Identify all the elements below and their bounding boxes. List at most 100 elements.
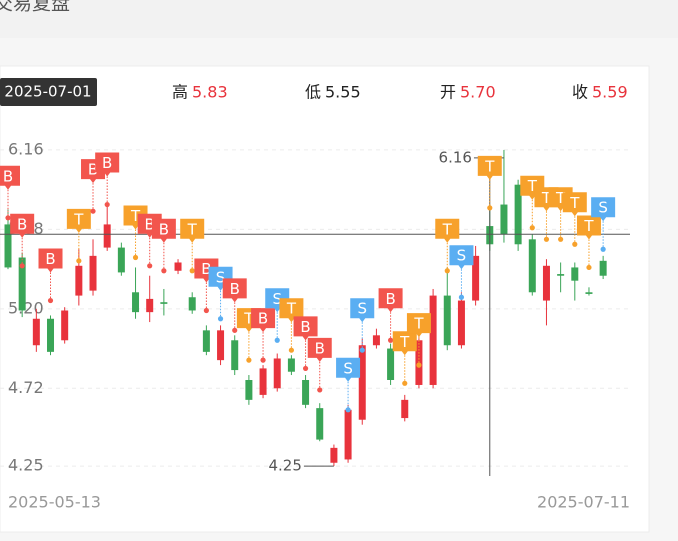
marker-dot bbox=[345, 407, 351, 413]
marker-badge bbox=[180, 218, 205, 243]
candle-body bbox=[429, 295, 437, 385]
marker-label: T bbox=[583, 217, 594, 235]
marker-dot bbox=[572, 241, 578, 247]
marker-badge bbox=[151, 218, 176, 243]
marker-badge bbox=[95, 152, 120, 177]
candle-body bbox=[202, 330, 210, 352]
candle-body bbox=[528, 239, 536, 293]
marker-dot bbox=[47, 297, 54, 304]
marker-badge bbox=[392, 331, 417, 356]
candle-body bbox=[103, 224, 111, 248]
marker-label: B bbox=[201, 260, 211, 278]
marker-label: T bbox=[413, 315, 424, 333]
marker-badge bbox=[293, 316, 318, 341]
header-label: 高 bbox=[172, 83, 188, 102]
candle-body bbox=[401, 399, 409, 419]
marker-label: T bbox=[399, 333, 410, 351]
marker-badge bbox=[66, 208, 91, 233]
marker-label: S bbox=[598, 199, 608, 217]
title-bar bbox=[0, 0, 678, 38]
marker-label: T bbox=[73, 210, 84, 228]
candle-body bbox=[146, 298, 154, 313]
candle-body bbox=[330, 447, 338, 463]
marker-dot bbox=[246, 357, 252, 363]
marker-dot bbox=[487, 205, 493, 211]
marker-badge bbox=[477, 155, 502, 180]
marker-label: B bbox=[3, 167, 13, 185]
candle-body bbox=[89, 255, 97, 291]
marker-dot bbox=[543, 236, 550, 242]
marker-dot bbox=[132, 254, 139, 261]
marker-dot bbox=[359, 347, 365, 353]
marker-badge bbox=[591, 197, 616, 222]
candle-body bbox=[47, 318, 55, 352]
marker-label: T bbox=[541, 189, 552, 207]
marker-dot bbox=[529, 225, 535, 231]
marker-badge bbox=[350, 298, 375, 323]
candle-body bbox=[174, 262, 182, 271]
marker-badge bbox=[251, 308, 276, 333]
x-tick-label: 2025-07-11 bbox=[537, 493, 630, 512]
candle-body bbox=[287, 358, 295, 372]
date-badge bbox=[0, 78, 97, 106]
marker-label: T bbox=[527, 177, 538, 195]
candle-body bbox=[514, 184, 522, 245]
marker-dot bbox=[444, 268, 450, 274]
marker-badge bbox=[222, 278, 247, 303]
marker-label: S bbox=[216, 268, 226, 286]
marker-label: B bbox=[300, 318, 310, 336]
y-tick-label: 4.72 bbox=[8, 378, 44, 397]
marker-dot bbox=[458, 294, 465, 300]
header-date: 2025-07-01 bbox=[4, 83, 91, 101]
candle-body bbox=[160, 302, 168, 304]
candle-body bbox=[457, 300, 465, 346]
marker-dot bbox=[5, 215, 11, 221]
marker-badge bbox=[38, 248, 63, 273]
marker-dot bbox=[288, 347, 294, 353]
marker-badge bbox=[378, 288, 403, 313]
marker-label: S bbox=[343, 359, 353, 377]
candle-body bbox=[259, 368, 267, 395]
candle-body bbox=[443, 295, 451, 346]
marker-dot bbox=[302, 365, 309, 372]
candle-body bbox=[273, 358, 281, 389]
marker-dot bbox=[90, 208, 96, 214]
candle-body bbox=[316, 408, 324, 440]
marker-label: B bbox=[45, 250, 55, 268]
candle-body bbox=[387, 348, 395, 380]
header-value: 5.55 bbox=[325, 83, 361, 102]
candle-body bbox=[542, 265, 550, 301]
candle-body bbox=[372, 335, 380, 346]
marker-dot bbox=[274, 337, 280, 343]
header-value: 5.70 bbox=[460, 83, 496, 102]
marker-badge bbox=[307, 337, 332, 362]
x-tick-label: 2025-05-13 bbox=[8, 493, 101, 512]
candle-body bbox=[571, 267, 579, 281]
header-value: 5.83 bbox=[192, 83, 228, 102]
marker-dot bbox=[203, 307, 209, 314]
header-label: 低 bbox=[305, 83, 321, 102]
candle-body bbox=[32, 318, 40, 346]
marker-label: B bbox=[385, 290, 395, 308]
y-tick-label: 5.20 bbox=[8, 298, 44, 317]
marker-dot bbox=[586, 264, 592, 271]
extreme-label: 6.16 bbox=[439, 148, 472, 166]
marker-badge bbox=[0, 165, 20, 190]
candle-body bbox=[245, 380, 253, 400]
candle-body bbox=[188, 297, 196, 311]
candle-body bbox=[231, 340, 239, 371]
marker-label: T bbox=[569, 194, 580, 212]
candle-body bbox=[61, 310, 69, 341]
candle-body bbox=[4, 224, 12, 268]
candle-body bbox=[500, 204, 508, 235]
marker-label: T bbox=[130, 207, 141, 225]
marker-dot bbox=[147, 263, 153, 269]
marker-label: S bbox=[272, 290, 282, 308]
marker-label: T bbox=[243, 310, 254, 328]
marker-label: T bbox=[442, 220, 453, 238]
header-label: 开 bbox=[440, 83, 456, 102]
marker-badge bbox=[336, 357, 361, 382]
marker-dot bbox=[600, 246, 606, 252]
marker-label: B bbox=[258, 310, 268, 328]
marker-dot bbox=[104, 201, 110, 208]
